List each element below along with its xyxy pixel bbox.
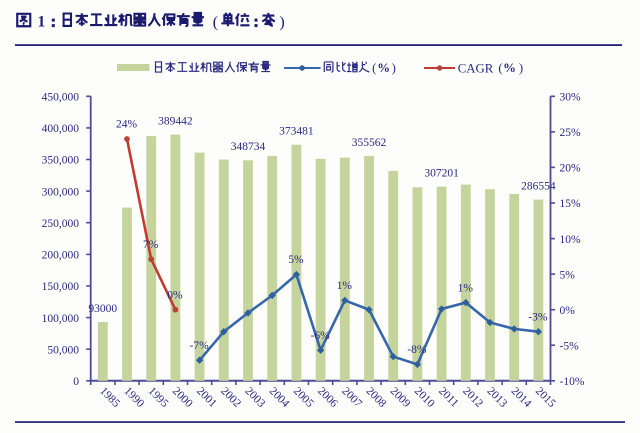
- svg-text:(: (: [213, 14, 218, 31]
- svg-text:): ): [519, 61, 523, 75]
- svg-text:373481: 373481: [279, 126, 314, 138]
- svg-text:250,000: 250,000: [42, 218, 80, 230]
- svg-text:50,000: 50,000: [47, 344, 79, 356]
- svg-text:15%: 15%: [560, 198, 582, 210]
- svg-text:): ): [392, 61, 396, 75]
- svg-text:93000: 93000: [88, 303, 117, 315]
- svg-text:1%: 1%: [337, 280, 353, 292]
- svg-text:307201: 307201: [424, 167, 459, 179]
- svg-text:(: (: [498, 61, 502, 75]
- svg-text:355562: 355562: [352, 137, 387, 149]
- svg-text:400,000: 400,000: [42, 123, 80, 135]
- svg-text:389442: 389442: [158, 115, 193, 127]
- svg-text:300,000: 300,000: [42, 186, 80, 198]
- svg-text:1%: 1%: [458, 282, 474, 294]
- svg-text:350,000: 350,000: [42, 155, 80, 167]
- svg-text:10%: 10%: [560, 234, 582, 246]
- svg-text:20%: 20%: [560, 163, 582, 175]
- svg-text:-6%: -6%: [311, 330, 331, 342]
- svg-text:286554: 286554: [521, 180, 556, 192]
- svg-text:100,000: 100,000: [42, 313, 80, 325]
- svg-text:348734: 348734: [231, 141, 266, 153]
- svg-text:(: (: [372, 61, 376, 75]
- svg-text:-10%: -10%: [560, 376, 585, 388]
- svg-text:-8%: -8%: [407, 344, 427, 356]
- svg-text:CAGR: CAGR: [458, 62, 494, 76]
- svg-text:-3%: -3%: [528, 311, 548, 323]
- svg-text:0%: 0%: [167, 289, 183, 301]
- svg-text:150,000: 150,000: [42, 281, 80, 293]
- svg-text:24%: 24%: [116, 119, 138, 131]
- svg-text:30%: 30%: [560, 92, 582, 104]
- svg-text:450,000: 450,000: [42, 92, 80, 104]
- svg-text:): ): [279, 14, 284, 31]
- svg-text:200,000: 200,000: [42, 250, 80, 262]
- svg-text:%: %: [377, 61, 390, 75]
- svg-text:5%: 5%: [288, 254, 304, 266]
- svg-text:0%: 0%: [560, 305, 576, 317]
- svg-text:25%: 25%: [560, 127, 582, 139]
- svg-text:-5%: -5%: [560, 340, 580, 352]
- svg-text:5%: 5%: [560, 269, 576, 281]
- svg-text:7%: 7%: [143, 239, 159, 251]
- svg-text:1: 1: [38, 13, 46, 30]
- svg-text:%: %: [503, 61, 516, 75]
- svg-text:0: 0: [73, 376, 79, 388]
- svg-text:-7%: -7%: [190, 340, 210, 352]
